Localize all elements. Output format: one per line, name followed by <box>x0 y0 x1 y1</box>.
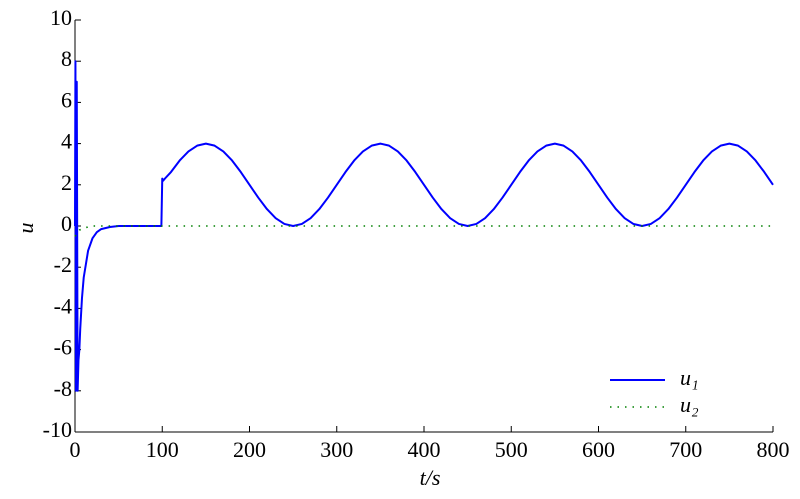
x-tick-label: 700 <box>669 437 702 462</box>
y-tick-label: 10 <box>50 5 72 30</box>
y-tick-label: -6 <box>54 335 72 360</box>
x-tick-label: 200 <box>233 437 266 462</box>
x-tick-label: 100 <box>146 437 179 462</box>
y-tick-label: 8 <box>61 46 72 71</box>
legend-label: u₂ <box>680 392 699 417</box>
y-tick-label: -10 <box>43 417 72 442</box>
x-tick-label: 0 <box>70 437 81 462</box>
series-line <box>74 60 774 392</box>
y-axis-label: u <box>13 223 38 234</box>
y-tick-label: 4 <box>61 129 72 154</box>
x-tick-label: 600 <box>582 437 615 462</box>
y-tick-label: 0 <box>61 211 72 236</box>
x-tick-label: 500 <box>495 437 528 462</box>
x-tick-label: 300 <box>320 437 353 462</box>
y-tick-label: -2 <box>54 252 72 277</box>
x-axis-label: t/s <box>420 465 441 490</box>
y-tick-label: 6 <box>61 87 72 112</box>
y-tick-label: -4 <box>54 293 72 318</box>
x-tick-label: 400 <box>408 437 441 462</box>
x-tick-label: 800 <box>757 437 790 462</box>
series-line <box>74 225 773 237</box>
y-tick-label: -8 <box>54 376 72 401</box>
legend-label: u₁ <box>680 365 699 390</box>
y-tick-label: 2 <box>61 170 72 195</box>
